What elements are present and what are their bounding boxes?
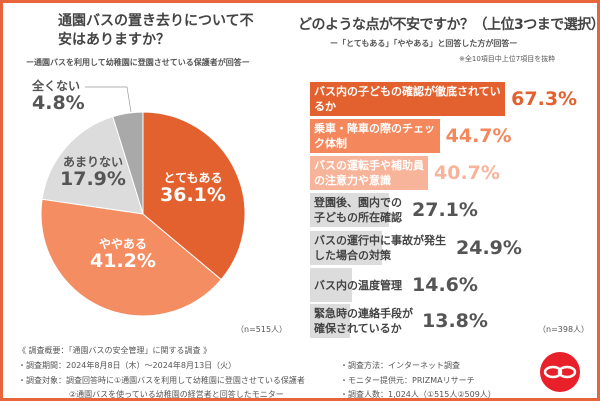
pie-slice: [41, 115, 144, 215]
pie-title: 通園バスの置き去りについて不安はありますか？: [58, 13, 254, 48]
bar: [310, 119, 440, 153]
bar-value-label: 27.1%: [412, 199, 478, 221]
bar-value-label: 13.8%: [422, 310, 488, 332]
footer-count: ・調査人数：1,024人（①515人②509人）: [340, 390, 496, 399]
bar-value-label: 40.7%: [434, 162, 500, 184]
footer-overview: 《 調査概要：「通園バスの安全管理」に関する調査 》: [18, 346, 212, 355]
pie-subtitle: ー通園バスを利用して幼稚園に登園させている保護者が回答ー: [26, 58, 250, 67]
bar-note: ※全10項目中上位7項目を抜粋: [459, 55, 556, 63]
brand-logo: [540, 352, 580, 392]
bar-label: 緊急時の連絡手段が確保されているか: [314, 307, 413, 335]
pie-label-yaya: ややある 41.2%: [90, 237, 156, 273]
pie-label-amari: あまりない 17.9%: [60, 155, 126, 191]
bar-label: 登園後、園内での子どもの所在確認: [314, 196, 402, 224]
bar-value-label: 67.3%: [511, 88, 578, 110]
pie-slice: [40, 198, 222, 317]
footer-method: ・調査方法：インターネット調査: [340, 361, 460, 370]
bar: [310, 268, 353, 302]
bar: [310, 193, 389, 227]
pie-label-totemo: とてもある 36.1%: [160, 171, 226, 207]
footer-target1: ・調査対象：調査回答時に①通園バスを利用して幼稚園に登園させている保護者: [18, 376, 305, 385]
bar-subtitle: ー「とてもある」「ややある」と回答した方が回答ー: [330, 39, 518, 48]
bar-label: バスの運行中に事故が発生した場合の対策: [314, 234, 446, 262]
bar-label: バス内の子どもの確認が徹底されているか: [314, 85, 501, 113]
bar-value-label: 44.7%: [445, 125, 512, 147]
pie-n: （n=515人）: [236, 325, 288, 334]
bar-value-label: 14.6%: [412, 274, 478, 296]
footer-period: ・調査期間：2024年8月8日（木）〜2024年8月13日（火）: [18, 361, 237, 370]
leader-line: [126, 86, 132, 113]
bar-title: どのような点が不安ですか？（上位3つまで選択）: [298, 17, 600, 33]
pie-chart: [40, 86, 246, 317]
footer-target2: ②通園バスを使っている幼稚園の経営者と回答したモニター: [69, 390, 284, 399]
bar-n: （n=398人）: [538, 325, 590, 334]
bar-label: 乗車・降車の際のチェック体制: [314, 122, 435, 150]
bar-value-label: 24.9%: [456, 237, 522, 259]
bar-label: バス内の温度管理: [314, 279, 402, 292]
bar: [310, 304, 351, 338]
pie-label-mattaku: 全くない 4.8%: [32, 79, 85, 115]
bar: [310, 156, 429, 190]
bar: [310, 82, 506, 116]
pie-slice: [142, 111, 246, 281]
footer-provider: ・モニター提供元：PRIZMAリサーチ: [340, 376, 475, 385]
bar-label: バスの運転手や補助員の注意力や意識: [314, 159, 424, 187]
bar: [310, 231, 383, 265]
